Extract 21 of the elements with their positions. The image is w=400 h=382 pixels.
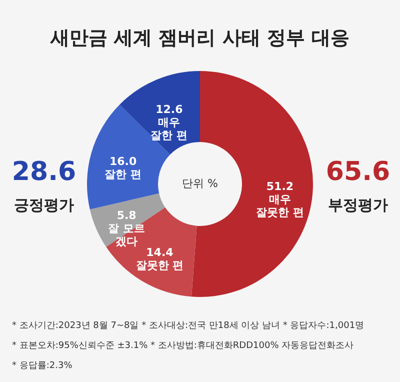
slice-label: 매우 잘못한 편 [256, 193, 304, 220]
data-label: 51.2 [266, 180, 294, 194]
text: 긍정평가 [14, 196, 74, 214]
chart-title: 새만금 세계 잼버리 사태 정부 대응 [49, 27, 350, 49]
slice-label: 잘못한 편 [136, 259, 184, 272]
data-label: 12.6 [156, 103, 184, 116]
slice-label: 잘 모르겠다 [108, 222, 145, 248]
data-label: 5.8 [116, 208, 136, 222]
text: 65.6 [326, 157, 390, 187]
data-label: 14.4 [146, 246, 174, 260]
text: * 조사기간:2023년 8월 7~8일 * 조사대상:전국 만18세 이상 남녀 * 응답자수:1,001명 [12, 321, 364, 331]
slice-label: 매우 잘한 편 [150, 116, 188, 142]
donut-slice [90, 193, 166, 247]
text: * 표본오차:95%신뢰수준 ±3.1% * 조사방법:휴대전화RDD100% 자동응답전화조사 [12, 341, 354, 351]
donut-slice [120, 71, 200, 154]
data-label: 16.0 [109, 155, 137, 168]
text: 단위 % [182, 177, 218, 190]
text: 28.6 [12, 157, 76, 187]
text: * 응답률:2.3% [12, 361, 73, 371]
text: 부정평가 [328, 196, 388, 214]
slice-label: 잘한 편 [104, 168, 142, 182]
